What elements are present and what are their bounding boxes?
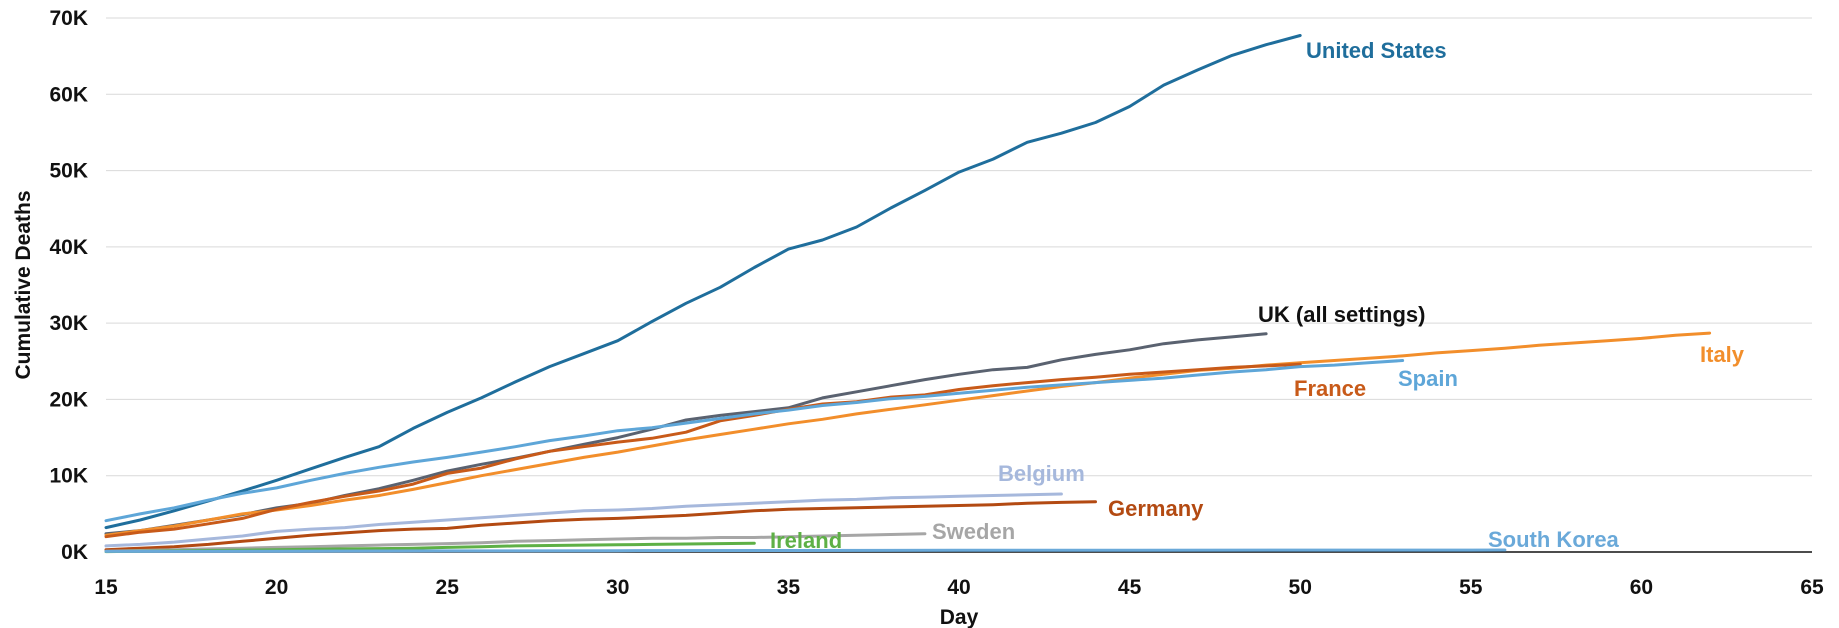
y-tick-label: 20K: [49, 388, 88, 411]
y-tick-label: 60K: [49, 83, 88, 106]
series-line-italy: [104, 331, 1712, 537]
x-tick-label: 25: [436, 576, 460, 599]
x-axis-title: Day: [940, 606, 979, 628]
x-axis-ticks: 15 20 25 30 35 40 45 50 55 60 65: [94, 576, 1824, 599]
series-label-ireland: Ireland: [770, 528, 842, 553]
x-tick-label: 45: [1118, 576, 1142, 599]
y-tick-label: 0K: [61, 541, 88, 564]
x-tick-label: 20: [265, 576, 288, 599]
y-axis-ticks: 0K 10K 20K 30K 40K 50K 60K 70K: [49, 7, 88, 564]
series-label-spain: Spain: [1398, 366, 1458, 391]
x-tick-label: 35: [777, 576, 801, 599]
series-labels: United States UK (all settings) Italy Franc…: [770, 38, 1745, 553]
y-tick-label: 30K: [49, 312, 88, 335]
series-line-uk-all-settings: [104, 332, 1268, 536]
series-lines: [104, 34, 1712, 554]
series-line-germany: [104, 500, 1097, 552]
x-tick-label: 15: [94, 576, 118, 599]
series-line-south-korea: [104, 548, 1507, 553]
y-tick-label: 50K: [49, 160, 88, 183]
series-line-united-states: [104, 34, 1302, 530]
x-tick-label: 50: [1289, 576, 1312, 599]
series-label-united-states: United States: [1306, 38, 1447, 63]
series-line-belgium: [104, 492, 1063, 548]
y-tick-label: 40K: [49, 236, 88, 259]
series-line-france: [104, 362, 1302, 539]
series-line-sweden: [104, 532, 927, 553]
x-tick-label: 60: [1630, 576, 1653, 599]
series-label-south-korea: South Korea: [1488, 527, 1620, 552]
x-tick-label: 65: [1800, 576, 1824, 599]
x-tick-label: 55: [1459, 576, 1483, 599]
y-tick-label: 10K: [49, 465, 88, 488]
y-tick-label: 70K: [49, 7, 88, 30]
x-tick-label: 40: [947, 576, 970, 599]
series-label-france: France: [1294, 376, 1366, 401]
series-label-sweden: Sweden: [932, 519, 1015, 544]
x-tick-label: 30: [606, 576, 629, 599]
series-label-germany: Germany: [1108, 496, 1204, 521]
series-label-uk-all-settings: UK (all settings): [1258, 302, 1425, 327]
series-label-belgium: Belgium: [998, 461, 1085, 486]
y-axis-title: Cumulative Deaths: [12, 190, 35, 379]
series-line-spain: [104, 359, 1405, 523]
gridlines: [106, 17, 1812, 477]
series-label-italy: Italy: [1700, 342, 1745, 367]
